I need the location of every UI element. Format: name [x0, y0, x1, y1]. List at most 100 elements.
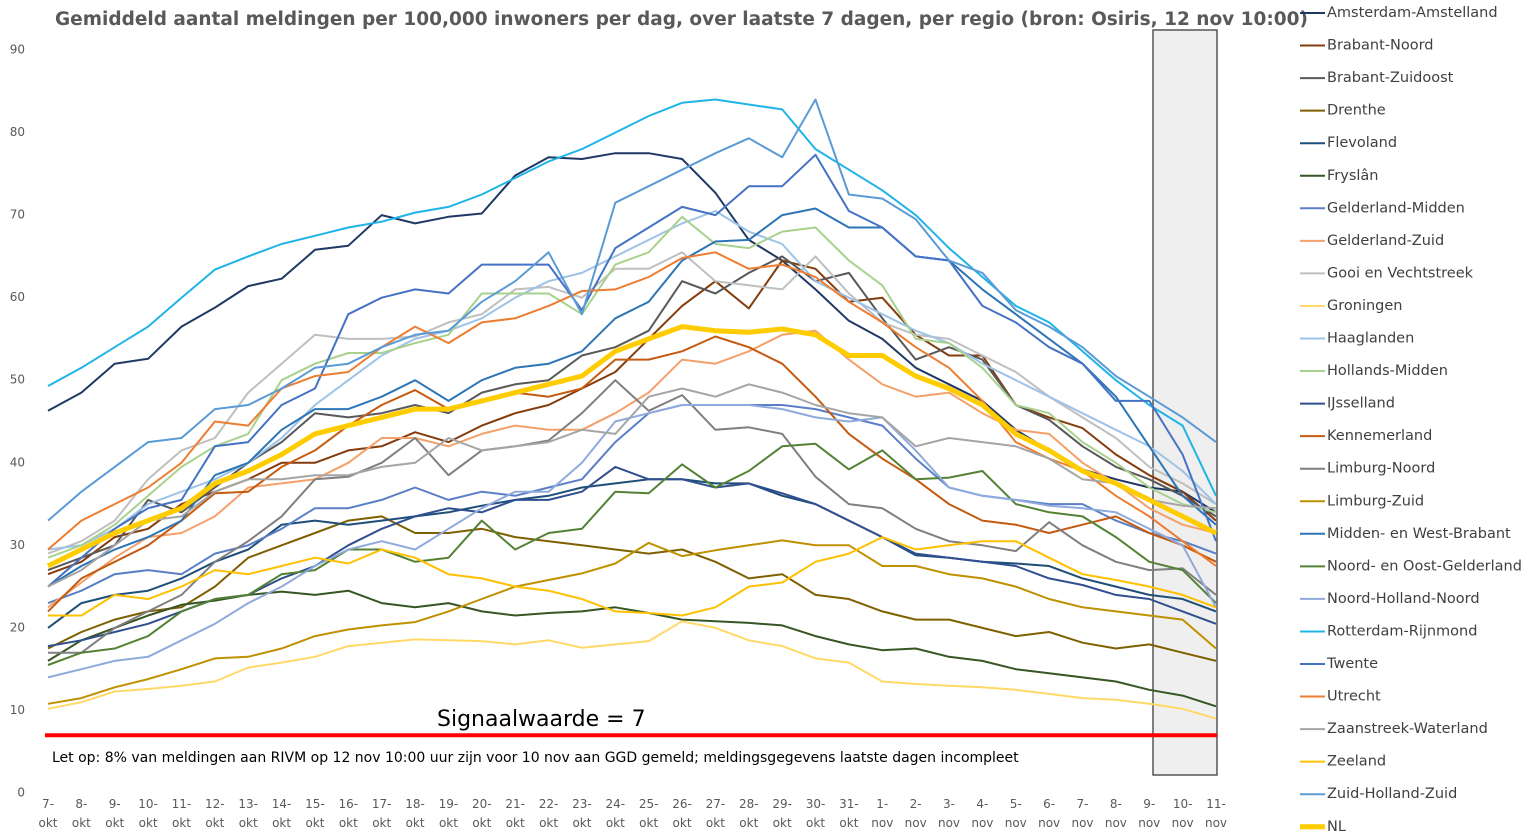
series-line [47, 251, 1217, 567]
legend-label: Brabant-Zuidoost [1327, 70, 1454, 86]
legend-label: Brabant-Noord [1327, 38, 1434, 54]
x-tick-label: 7- nov [1071, 797, 1094, 830]
x-tick-label: 9- nov [1138, 797, 1161, 830]
y-tick-label: 60 [10, 290, 25, 304]
series-line [47, 207, 1217, 588]
x-tick-label: 17- okt [371, 797, 392, 830]
y-tick-label: 90 [10, 43, 25, 57]
x-tick-label: 6- nov [1038, 797, 1061, 830]
x-tick-label: 14- okt [271, 797, 292, 830]
legend-label: Zaanstreek-Waterland [1327, 721, 1488, 737]
x-tick-label: 26- okt [672, 797, 692, 830]
legend-label: Gelderland-Midden [1327, 200, 1465, 216]
y-tick-label: 70 [10, 208, 25, 222]
legend-label: Groningen [1327, 298, 1402, 314]
x-tick-label: 10- okt [138, 797, 158, 830]
series-line [47, 255, 1217, 572]
x-tick-label: 2- nov [904, 797, 927, 830]
series-line [47, 335, 1217, 613]
series-line [47, 210, 1217, 551]
x-tick-label: 16- okt [338, 797, 359, 830]
legend-label: Drenthe [1327, 103, 1386, 119]
series-line [47, 251, 1217, 555]
legend-label: Rotterdam-Rijnmond [1327, 623, 1477, 639]
series-line [47, 620, 1217, 720]
incomplete-region [1152, 29, 1218, 776]
x-tick-label: 20- okt [472, 797, 492, 830]
x-tick-label: 22- okt [538, 797, 559, 830]
legend-label: Midden- en West-Brabant [1327, 526, 1511, 542]
legend-label: Fryslân [1327, 168, 1379, 184]
x-tick-label: 12- okt [205, 797, 225, 830]
series-line [46, 324, 1218, 569]
y-tick-label: 20 [10, 620, 25, 634]
legend-label: Noord- en Oost-Gelderland [1327, 558, 1522, 574]
note: Let op: 8% van meldingen aan RIVM op 12 … [52, 750, 1019, 766]
legend-label: Amsterdam-Amstelland [1327, 5, 1498, 21]
x-tick-label: 15- okt [305, 797, 325, 830]
series-line [47, 98, 1217, 497]
series-line [47, 404, 1217, 679]
signal-label: Signaalwaarde = 7 [437, 707, 646, 732]
x-tick-label: 25- okt [638, 797, 659, 830]
y-tick-label: 0 [17, 786, 25, 800]
legend-label: Zuid-Holland-Zuid [1327, 786, 1457, 802]
legend-label: Noord-Holland-Noord [1327, 591, 1480, 607]
series-line [47, 215, 1217, 559]
x-tick-label: 10- nov [1171, 797, 1194, 830]
x-tick-label: 4- nov [971, 797, 994, 830]
y-tick-label: 40 [10, 455, 25, 469]
legend-label: Twente [1326, 656, 1378, 672]
series-line [47, 515, 1217, 662]
legend-label: Limburg-Noord [1327, 461, 1435, 477]
x-tick-label: 21- okt [505, 797, 525, 830]
x-tick-label: 30- okt [805, 797, 826, 830]
x-tick-label: 29- okt [772, 797, 792, 830]
legend-label: Hollands-Midden [1327, 363, 1448, 379]
x-tick-label: 11- nov [1204, 797, 1228, 830]
series-line [47, 152, 1217, 514]
legend-label: IJsselland [1327, 396, 1395, 412]
legend-label: Gelderland-Zuid [1327, 233, 1444, 249]
x-tick-label: 24- okt [605, 797, 626, 830]
series-line [47, 153, 1217, 588]
legend-label: NL [1327, 819, 1346, 835]
y-tick-label: 10 [10, 703, 25, 717]
x-tick-label: 9- okt [105, 797, 125, 830]
x-tick-label: 1- nov [871, 797, 894, 830]
legend-label: Gooi en Vechtstreek [1327, 265, 1474, 281]
legend-label: Flevoland [1327, 135, 1397, 151]
series-line [48, 379, 1217, 654]
series-line [47, 478, 1217, 629]
series-line [48, 536, 1217, 617]
x-tick-label: 5- nov [1004, 797, 1027, 830]
chart-title: Gemiddeld aantal meldingen per 100,000 i… [55, 9, 1308, 30]
legend-label: Utrecht [1327, 689, 1381, 705]
x-tick-label: 8- okt [71, 797, 91, 830]
x-tick-label: 7- okt [38, 797, 58, 830]
x-tick-label: 23- okt [572, 797, 592, 830]
x-tick-label: 31- okt [839, 797, 859, 830]
x-tick-label: 28- okt [738, 797, 759, 830]
x-tick-label: 3- nov [937, 797, 961, 830]
series-line [47, 98, 1217, 522]
series-line [47, 442, 1217, 666]
x-tick-label: 27- okt [705, 797, 726, 830]
y-tick-label: 50 [10, 373, 25, 387]
series-line [47, 383, 1217, 588]
legend-label: Haaglanden [1327, 331, 1414, 347]
legend-label: Zeeland [1327, 754, 1386, 770]
x-tick-label: 13- okt [238, 797, 259, 830]
x-tick-label: 11- okt [171, 797, 192, 830]
y-tick-label: 30 [10, 538, 25, 552]
legend-label: Limburg-Zuid [1327, 493, 1424, 509]
y-tick-label: 80 [10, 125, 25, 139]
x-tick-label: 8- nov [1104, 797, 1127, 830]
series-line [47, 539, 1217, 705]
legend-label: Kennemerland [1327, 428, 1432, 444]
x-tick-label: 18- okt [405, 797, 425, 830]
x-tick-label: 19- okt [438, 797, 459, 830]
series-line [47, 589, 1217, 708]
